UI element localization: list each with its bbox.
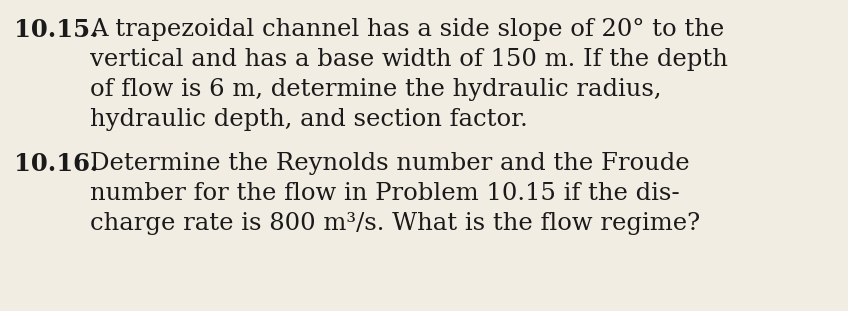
- Text: hydraulic depth, and section factor.: hydraulic depth, and section factor.: [90, 108, 527, 131]
- Text: charge rate is 800 m³/s. What is the flow regime?: charge rate is 800 m³/s. What is the flo…: [90, 212, 700, 235]
- Text: Determine the Reynolds number and the Froude: Determine the Reynolds number and the Fr…: [90, 152, 689, 175]
- Text: 10.16.: 10.16.: [14, 152, 98, 176]
- Text: of flow is 6 m, determine the hydraulic radius,: of flow is 6 m, determine the hydraulic …: [90, 78, 661, 101]
- Text: vertical and has a base width of 150 m. If the depth: vertical and has a base width of 150 m. …: [90, 48, 728, 71]
- Text: A trapezoidal channel has a side slope of 20° to the: A trapezoidal channel has a side slope o…: [90, 18, 724, 41]
- Text: 10.15.: 10.15.: [14, 18, 98, 42]
- Text: number for the flow in Problem 10.15 if the dis-: number for the flow in Problem 10.15 if …: [90, 182, 680, 205]
